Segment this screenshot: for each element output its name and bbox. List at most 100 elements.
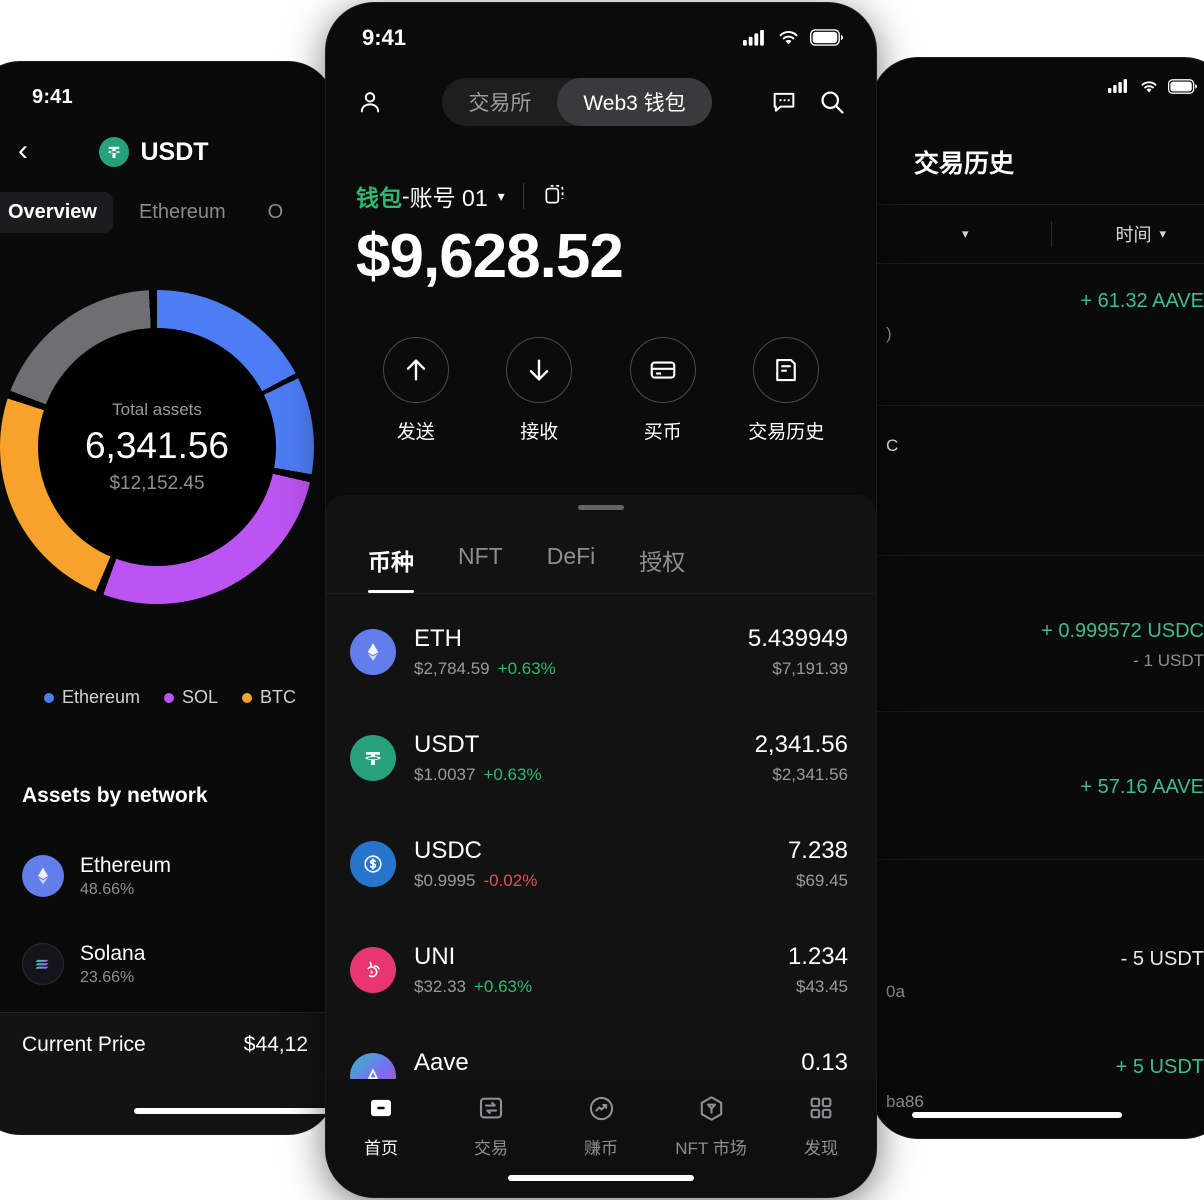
assets-donut-chart: Total assets 6,341.56 $12,152.45 bbox=[0, 282, 334, 612]
chevron-down-icon: ▾ bbox=[961, 226, 969, 241]
chevron-down-icon[interactable]: ▾ bbox=[497, 187, 505, 204]
tab-approvals[interactable]: 授权 bbox=[639, 549, 686, 575]
token-info: UNI $32.33 +0.63% bbox=[414, 943, 788, 997]
wallet-account-name[interactable]: 账号 01 bbox=[409, 185, 488, 211]
wallet-label: 钱包 bbox=[356, 185, 402, 211]
copy-icon[interactable] bbox=[542, 181, 568, 212]
status-time: 9:41 bbox=[32, 86, 73, 108]
token-symbol: USDC bbox=[414, 837, 483, 864]
nav-label: 首页 bbox=[364, 1139, 398, 1158]
token-quantity: 5.439949 bbox=[747, 625, 848, 652]
nav-label: 交易 bbox=[474, 1139, 508, 1158]
list-item[interactable]: USDT $1.0037 +0.63% 2,341.56 $2,341.56 bbox=[326, 705, 876, 811]
asset-tabs: 币种 NFT DeFi 授权 bbox=[326, 531, 876, 594]
action-history[interactable]: 交易历史 bbox=[741, 337, 831, 444]
list-item[interactable]: USDC $0.9995 -0.02% 7.238 $69.45 bbox=[326, 811, 876, 917]
document-icon bbox=[753, 337, 820, 403]
token-info: ETH $2,784.59 +0.63% bbox=[414, 625, 748, 679]
battery-icon bbox=[1167, 78, 1198, 99]
network-pct: 48.66% bbox=[80, 880, 135, 898]
transaction-list: ) + 61.32 AAVE C + 0.999572 USDC - 1 USD… bbox=[872, 264, 1204, 1138]
filter-bar: ▾ 时间 ▾ bbox=[872, 204, 1204, 264]
tab-web3-wallet[interactable]: Web3 钱包 bbox=[557, 78, 712, 126]
arrow-up-icon bbox=[382, 337, 449, 403]
sheet-grabber[interactable] bbox=[578, 505, 624, 510]
tab-ethereum[interactable]: Ethereum bbox=[138, 201, 226, 223]
list-item[interactable]: UNI $32.33 +0.63% 1.234 $43.45 bbox=[326, 917, 876, 1023]
token-usd-value: $7,191.39 bbox=[772, 659, 848, 678]
tab-nft[interactable]: NFT bbox=[458, 543, 503, 569]
right-status-bar bbox=[1108, 78, 1198, 99]
left-nav-bar: ‹ USDT bbox=[0, 130, 334, 182]
chevron-down-icon: ▾ bbox=[1159, 226, 1167, 241]
wifi-icon bbox=[1139, 79, 1159, 99]
tab-other[interactable]: O bbox=[267, 201, 284, 223]
table-row[interactable]: 0a - 5 USDT bbox=[872, 860, 1204, 1020]
token-list[interactable]: ETH $2,784.59 +0.63% 5.439949 $7,191.39 bbox=[326, 599, 876, 1111]
page-title: 交易历史 bbox=[914, 150, 1015, 178]
table-row[interactable]: ba86 + 5 USDT bbox=[872, 1020, 1204, 1138]
nav-discover[interactable]: 发现 bbox=[766, 1091, 876, 1159]
action-label: 发送 bbox=[396, 422, 435, 443]
legend-dot-ethereum bbox=[43, 692, 54, 703]
legend-label: BTC bbox=[260, 687, 297, 707]
token-quantity: 1.234 bbox=[787, 943, 848, 970]
divider bbox=[522, 183, 524, 209]
filter-type[interactable]: ▾ bbox=[872, 226, 1051, 242]
chat-bubble-icon[interactable] bbox=[768, 86, 800, 118]
token-quantity: 0.13 bbox=[801, 1049, 848, 1076]
nav-earn[interactable]: 赚币 bbox=[546, 1091, 656, 1159]
mode-segmented-control: 交易所 Web3 钱包 bbox=[442, 78, 712, 126]
nav-nft-market[interactable]: NFT 市场 bbox=[656, 1091, 766, 1159]
current-price-label: Current Price bbox=[22, 1033, 146, 1056]
wallet-balance: $9,628.52 bbox=[356, 222, 624, 291]
wifi-icon bbox=[777, 29, 800, 51]
tab-coins[interactable]: 币种 bbox=[346, 531, 436, 593]
list-item[interactable]: Ethereum 48.66% bbox=[22, 832, 322, 920]
token-quantity: 7.238 bbox=[787, 837, 848, 864]
row-amount: + 61.32 AAVE bbox=[1080, 290, 1204, 312]
table-row[interactable]: ) + 61.32 AAVE bbox=[872, 264, 1204, 406]
row-fragment: C bbox=[886, 436, 899, 455]
tab-exchange[interactable]: 交易所 bbox=[468, 92, 532, 115]
token-price-row: $1.0037 +0.63% bbox=[414, 765, 755, 785]
network-info: Ethereum 48.66% bbox=[80, 854, 171, 899]
cellular-icon bbox=[743, 29, 767, 51]
search-icon[interactable] bbox=[816, 86, 848, 118]
filter-time[interactable]: 时间 ▾ bbox=[1052, 221, 1204, 247]
row-amount: + 57.16 AAVE bbox=[1080, 776, 1204, 798]
token-symbol: UNI bbox=[414, 943, 456, 970]
battery-icon bbox=[809, 29, 844, 51]
nav-label: 发现 bbox=[804, 1139, 838, 1158]
table-row[interactable]: + 0.999572 USDC - 1 USDT bbox=[872, 556, 1204, 712]
earn-icon bbox=[586, 1091, 617, 1125]
action-receive[interactable]: 接收 bbox=[494, 337, 584, 444]
token-change: +0.63% bbox=[497, 659, 556, 678]
token-change: +0.63% bbox=[483, 765, 542, 784]
table-row[interactable]: C bbox=[872, 406, 1204, 556]
action-buy[interactable]: 买币 bbox=[618, 337, 708, 444]
current-price-bar: Current Price $44,12 bbox=[0, 1012, 334, 1134]
token-price: $2,784.59 bbox=[414, 659, 490, 678]
chevron-left-icon[interactable]: ‹ bbox=[18, 134, 28, 167]
table-row[interactable]: + 57.16 AAVE bbox=[872, 712, 1204, 860]
action-send[interactable]: 发送 bbox=[371, 337, 461, 444]
status-icons bbox=[743, 29, 844, 51]
quick-actions: 发送 接收 买币 交易历史 bbox=[326, 337, 876, 444]
person-icon[interactable] bbox=[354, 86, 386, 118]
tab-defi[interactable]: DeFi bbox=[546, 543, 596, 569]
left-tab-strip: Overview Ethereum O bbox=[0, 192, 299, 233]
list-item[interactable]: ETH $2,784.59 +0.63% 5.439949 $7,191.39 bbox=[326, 599, 876, 705]
token-usd-value: $43.45 bbox=[796, 977, 848, 996]
list-item[interactable]: Solana 23.66% bbox=[22, 920, 322, 1008]
legend-item: Ethereum bbox=[43, 687, 140, 708]
nav-label: NFT 市场 bbox=[675, 1139, 747, 1158]
nav-trade[interactable]: 交易 bbox=[436, 1091, 546, 1159]
row-subamount: - 1 USDT bbox=[1133, 651, 1204, 670]
tab-overview[interactable]: Overview bbox=[0, 192, 113, 233]
ethereum-icon bbox=[350, 629, 396, 675]
nav-home[interactable]: 首页 bbox=[326, 1091, 436, 1159]
current-price-value: $44,12 bbox=[243, 1033, 308, 1056]
right-phone-frame: 交易历史 ▾ 时间 ▾ ) + 61.32 AAVE C + 0.999572 bbox=[872, 58, 1204, 1138]
tether-icon bbox=[350, 735, 396, 781]
